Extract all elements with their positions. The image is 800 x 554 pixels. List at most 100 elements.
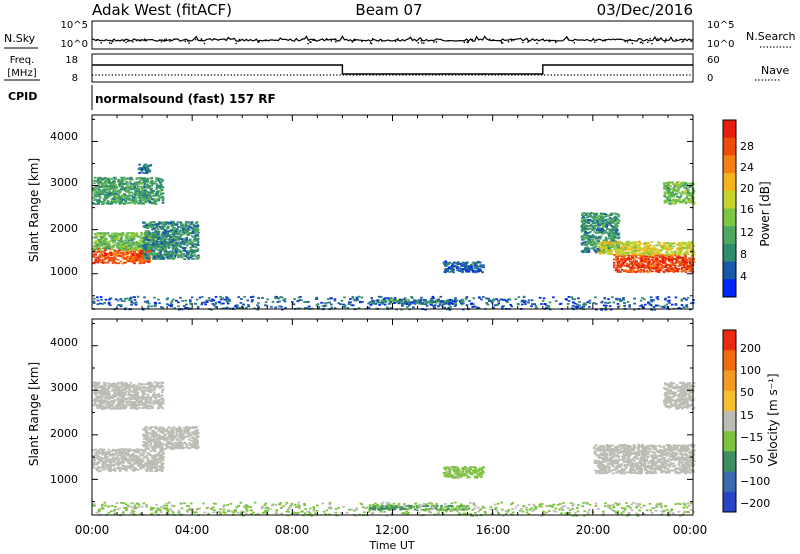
power-cell bbox=[140, 185, 143, 188]
noise-search-point bbox=[203, 42, 206, 45]
power-cell bbox=[145, 257, 148, 259]
power-cell bbox=[593, 231, 597, 233]
power-cell bbox=[194, 229, 197, 232]
power-cell bbox=[138, 251, 142, 254]
power-cell bbox=[679, 245, 682, 248]
power-cell bbox=[582, 305, 585, 308]
power-cell bbox=[112, 199, 115, 202]
power-cell bbox=[147, 246, 150, 249]
power-cell bbox=[685, 188, 689, 191]
power-cell bbox=[621, 249, 624, 252]
power-cell bbox=[447, 262, 450, 264]
power-cell bbox=[113, 239, 117, 242]
power-cell bbox=[473, 305, 476, 308]
power-cell bbox=[317, 306, 321, 308]
power-cell bbox=[618, 250, 622, 253]
power-cell bbox=[138, 259, 142, 262]
power-cell bbox=[432, 305, 435, 307]
power-cell bbox=[605, 224, 609, 227]
power-cell bbox=[626, 301, 630, 303]
power-cell bbox=[623, 302, 626, 304]
power-cell bbox=[583, 234, 586, 237]
power-cell bbox=[632, 268, 635, 271]
power-cell bbox=[686, 265, 689, 268]
power-cell bbox=[142, 168, 146, 170]
power-cell bbox=[146, 193, 150, 196]
power-cell bbox=[190, 226, 193, 229]
power-cell bbox=[156, 240, 159, 243]
power-cell bbox=[643, 253, 647, 256]
power-cell bbox=[668, 197, 672, 200]
power-cell bbox=[584, 236, 588, 238]
power-cell bbox=[197, 254, 200, 257]
power-cell bbox=[321, 305, 325, 307]
power-cell bbox=[597, 215, 600, 217]
power-cell bbox=[147, 198, 151, 201]
power-cell bbox=[304, 301, 308, 303]
power-cell bbox=[150, 189, 153, 192]
power-cell bbox=[188, 226, 192, 228]
power-cell bbox=[645, 270, 649, 272]
power-cell bbox=[424, 308, 427, 311]
power-cell bbox=[609, 220, 612, 223]
power-cell bbox=[670, 266, 673, 269]
power-cell bbox=[611, 239, 615, 242]
noise-search-point bbox=[536, 42, 538, 45]
power-cell bbox=[685, 197, 688, 199]
power-cell bbox=[655, 266, 658, 269]
power-cell bbox=[152, 231, 155, 234]
power-cell bbox=[257, 302, 260, 304]
power-cell bbox=[214, 306, 218, 308]
power-cell bbox=[109, 194, 112, 197]
power-cell bbox=[527, 301, 530, 304]
power-cell bbox=[173, 226, 176, 229]
power-cell bbox=[105, 194, 108, 196]
power-cell bbox=[689, 185, 692, 188]
power-cell bbox=[643, 266, 647, 268]
power-cell bbox=[132, 234, 135, 237]
power-cell bbox=[104, 176, 107, 179]
power-cell bbox=[361, 301, 364, 303]
power-cell bbox=[180, 238, 183, 240]
noise-search-point bbox=[629, 38, 631, 41]
power-cell bbox=[678, 181, 681, 184]
power-cell bbox=[195, 298, 199, 301]
power-cell bbox=[194, 246, 198, 249]
power-cell bbox=[473, 265, 477, 268]
power-cell bbox=[121, 262, 125, 265]
power-cell bbox=[128, 202, 131, 204]
power-cell bbox=[621, 253, 625, 256]
power-cell bbox=[677, 261, 680, 264]
noise-search-point bbox=[624, 40, 626, 43]
power-cell bbox=[163, 239, 166, 242]
power-cell bbox=[439, 295, 443, 298]
power-cell bbox=[102, 255, 106, 257]
power-cell bbox=[172, 253, 176, 256]
power-cell bbox=[135, 187, 138, 190]
power-cell bbox=[277, 305, 281, 308]
power-cell bbox=[152, 190, 156, 192]
power-cell bbox=[124, 251, 127, 254]
power-cell bbox=[454, 261, 458, 264]
power-cell bbox=[333, 298, 337, 300]
noise-search-point bbox=[370, 42, 373, 45]
power-cell bbox=[143, 296, 146, 299]
power-cell bbox=[183, 255, 186, 257]
power-cell bbox=[193, 245, 196, 248]
power-cell bbox=[369, 304, 373, 306]
power-cell bbox=[611, 237, 615, 239]
power-cell bbox=[165, 255, 168, 257]
power-cell bbox=[405, 301, 408, 304]
power-cell bbox=[197, 256, 200, 259]
power-cell bbox=[169, 253, 173, 256]
power-cell bbox=[671, 253, 674, 256]
power-cell bbox=[684, 271, 688, 274]
power-cell bbox=[96, 195, 99, 198]
power-cell bbox=[186, 225, 190, 227]
power-cell bbox=[642, 264, 646, 266]
power-cell bbox=[168, 250, 171, 253]
power-cell bbox=[482, 296, 485, 298]
power-cell bbox=[596, 249, 600, 251]
power-cell bbox=[142, 252, 145, 255]
power-cell bbox=[165, 222, 168, 224]
